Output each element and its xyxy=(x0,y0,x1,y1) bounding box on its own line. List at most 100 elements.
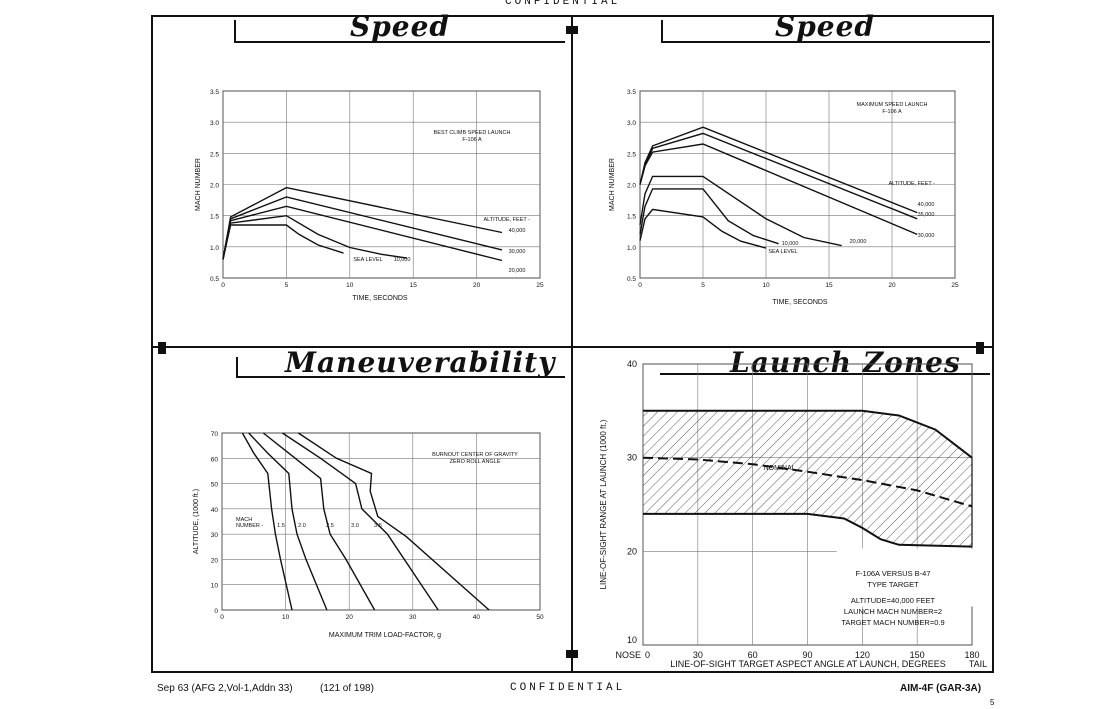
bottom-classification: CONFIDENTIAL xyxy=(510,682,626,694)
y-tick-label: 1.0 xyxy=(627,245,636,252)
lower-boundary-line xyxy=(643,512,973,548)
legend-title: ALTITUDE, FEET - xyxy=(888,181,935,187)
chart-annotation: LAUNCH MACH NUMBER=2 xyxy=(844,607,942,616)
x-tick-label: 50 xyxy=(536,614,544,621)
x-axis-label: MAXIMUM TRIM LOAD-FACTOR, g xyxy=(329,632,441,639)
series-label: 35,000 xyxy=(918,212,935,218)
series-label: 10,000 xyxy=(394,257,411,263)
series-line xyxy=(297,432,490,611)
series-line xyxy=(639,188,779,245)
upper-boundary-line xyxy=(643,409,973,459)
tl-panel-title: Speed xyxy=(350,10,451,43)
y-tick-label: 20 xyxy=(211,557,219,564)
y-tick-label: 2.0 xyxy=(210,183,219,190)
nominal-line xyxy=(642,456,973,508)
series-line xyxy=(639,143,918,236)
x-tick-label: 30 xyxy=(409,614,417,621)
series-label: 3.5 xyxy=(374,523,382,529)
chart-annotation: ALTITUDE=40,000 FEET xyxy=(851,596,936,605)
x-tick-label: 15 xyxy=(410,282,418,289)
series-line xyxy=(222,214,408,260)
y-tick-label: 10 xyxy=(627,635,637,645)
y-tick-label: 50 xyxy=(211,482,219,489)
y-axis-label: MACH NUMBER xyxy=(609,158,616,211)
x-tick-label: 10 xyxy=(762,282,770,289)
series-line xyxy=(282,432,439,611)
y-tick-label: 0 xyxy=(214,608,218,615)
y-tick-label: 0.5 xyxy=(627,276,636,283)
series-label: 40,000 xyxy=(509,228,526,234)
y-tick-label: 0.5 xyxy=(210,276,219,283)
nominal-label: NOMINAL xyxy=(764,465,796,472)
x-tick-label: 20 xyxy=(473,282,481,289)
x-tick-label: 5 xyxy=(285,282,289,289)
y-tick-label: 3.5 xyxy=(627,89,636,96)
y-tick-label: 40 xyxy=(211,507,219,514)
footer-page-number: 5 xyxy=(990,698,995,707)
x-tick-label: 5 xyxy=(701,282,705,289)
x-tick-label: 180 xyxy=(964,650,979,660)
y-tick-label: 20 xyxy=(627,546,637,556)
series-label: 10,000 xyxy=(782,241,799,247)
y-tick-label: 30 xyxy=(211,532,219,539)
chart-annotation: F-106 A xyxy=(882,109,902,115)
annotation-background xyxy=(836,548,979,607)
series-line xyxy=(241,432,293,611)
x-tick-label: 20 xyxy=(888,282,896,289)
series-label: SEA LEVEL xyxy=(768,249,797,255)
series-label: SEA LEVEL xyxy=(353,257,382,263)
series-label: 20,000 xyxy=(850,239,867,245)
y-tick-label: 30 xyxy=(627,453,637,463)
chart-annotation: F-106A VERSUS B-47 xyxy=(855,569,930,578)
series-label: 30,000 xyxy=(918,233,935,239)
footer-date-ref: Sep 63 (AFG 2,Vol-1,Addn 33) xyxy=(157,683,293,694)
x-tick-label: 25 xyxy=(951,282,959,289)
series-line xyxy=(639,208,767,249)
x-tick-label: 120 xyxy=(855,650,870,660)
launch-zone-area xyxy=(643,410,972,547)
x-tick-label: 30 xyxy=(693,650,703,660)
series-line xyxy=(639,175,842,247)
chart-annotation: TYPE TARGET xyxy=(867,580,919,589)
y-tick-label: 60 xyxy=(211,456,219,463)
y-tick-label: 1.5 xyxy=(210,214,219,221)
y-axis-label: LINE-OF-SIGHT RANGE AT LAUNCH (1000 ft.) xyxy=(599,419,608,589)
x-tick-label: 20 xyxy=(346,614,354,621)
legend-title: ALTITUDE, FEET - xyxy=(483,217,530,223)
x-tick-label: 0 xyxy=(220,614,224,621)
series-line xyxy=(248,432,328,611)
chart-annotation: F-106 A xyxy=(462,137,482,143)
x-tick-label: 0 xyxy=(645,650,650,660)
x-tick-label: 0 xyxy=(221,282,225,289)
y-tick-label: 1.0 xyxy=(210,245,219,252)
x-tick-label: 15 xyxy=(825,282,833,289)
y-tick-label: 1.5 xyxy=(627,214,636,221)
x-tick-label: 10 xyxy=(282,614,290,621)
y-tick-label: 3.0 xyxy=(627,120,636,127)
bl-panel-title: Maneuverability xyxy=(285,346,556,379)
y-tick-label: 3.0 xyxy=(210,120,219,127)
y-tick-label: 2.5 xyxy=(627,151,636,158)
series-label: 3.0 xyxy=(351,523,359,529)
tr-panel-title: Speed xyxy=(775,10,876,43)
x-tick-label: TAIL xyxy=(969,659,987,669)
y-tick-label: 2.5 xyxy=(210,151,219,158)
y-axis-label: MACH NUMBER xyxy=(195,158,202,211)
y-tick-label: 2.0 xyxy=(627,183,636,190)
series-label: 40,000 xyxy=(918,202,935,208)
chart-annotation: BURNOUT CENTER OF GRAVITY xyxy=(432,452,518,458)
series-line xyxy=(262,432,376,611)
legend-title: MACH xyxy=(236,517,252,523)
series-label: 1.5 xyxy=(277,523,285,529)
x-axis-label: TIME, SECONDS xyxy=(772,299,828,306)
x-axis-label: LINE-OF-SIGHT TARGET ASPECT ANGLE AT LAU… xyxy=(670,659,945,669)
y-tick-label: 70 xyxy=(211,431,219,438)
chart-annotation: TARGET MACH NUMBER=0.9 xyxy=(841,618,944,627)
y-axis-label: ALTITUDE, (1000 ft.) xyxy=(193,489,200,554)
series-label: 20,000 xyxy=(509,268,526,274)
